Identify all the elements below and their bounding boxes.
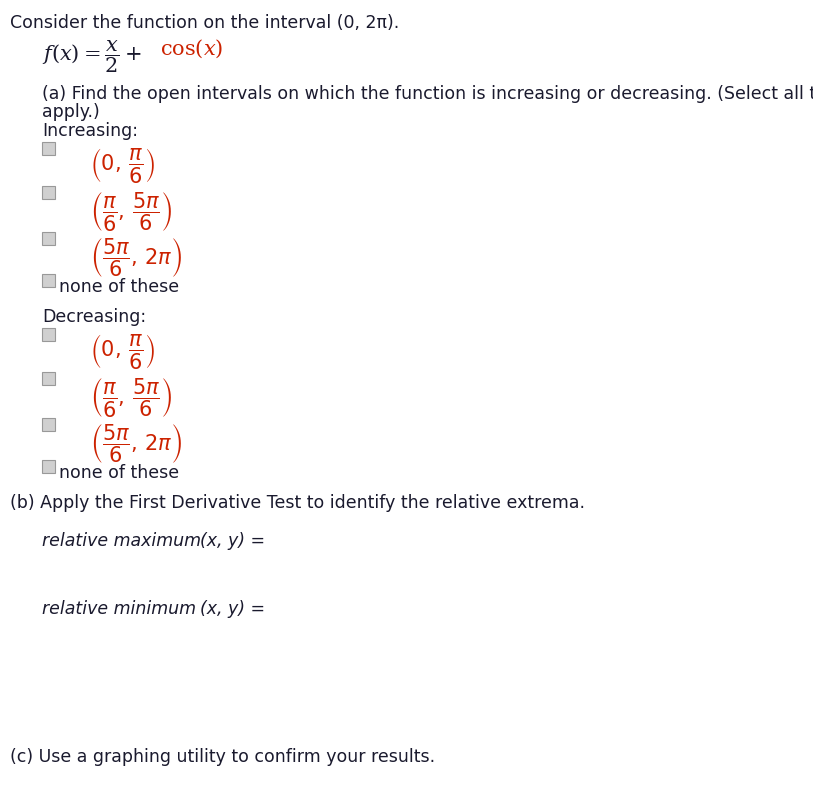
Text: (x, y) =: (x, y) = [200,532,265,550]
FancyBboxPatch shape [42,142,55,155]
Text: Decreasing:: Decreasing: [42,308,146,326]
FancyBboxPatch shape [42,460,55,473]
FancyBboxPatch shape [42,186,55,199]
Text: apply.): apply.) [42,103,100,121]
Text: relative maximum: relative maximum [42,532,201,550]
Text: Increasing:: Increasing: [42,122,138,140]
Text: $\left(0,\, \dfrac{\pi}{6}\right)$: $\left(0,\, \dfrac{\pi}{6}\right)$ [90,146,154,185]
Text: $\left(\dfrac{5\pi}{6},\, 2\pi\right)$: $\left(\dfrac{5\pi}{6},\, 2\pi\right)$ [90,422,182,465]
Text: (x, y) =: (x, y) = [200,600,265,618]
Text: $f(x) = \dfrac{x}{2} + $: $f(x) = \dfrac{x}{2} + $ [42,38,141,75]
Text: none of these: none of these [59,464,179,482]
FancyBboxPatch shape [42,328,55,341]
Text: none of these: none of these [59,278,179,296]
Text: (a) Find the open intervals on which the function is increasing or decreasing. (: (a) Find the open intervals on which the… [42,85,813,103]
Text: $\mathrm{cos}(x)$: $\mathrm{cos}(x)$ [160,38,224,60]
FancyBboxPatch shape [42,232,55,245]
Text: relative minimum: relative minimum [42,600,196,618]
Text: $\left(\dfrac{\pi}{6},\, \dfrac{5\pi}{6}\right)$: $\left(\dfrac{\pi}{6},\, \dfrac{5\pi}{6}… [90,376,172,419]
Text: $\left(\dfrac{5\pi}{6},\, 2\pi\right)$: $\left(\dfrac{5\pi}{6},\, 2\pi\right)$ [90,236,182,279]
Text: $\left(\dfrac{\pi}{6},\, \dfrac{5\pi}{6}\right)$: $\left(\dfrac{\pi}{6},\, \dfrac{5\pi}{6}… [90,190,172,233]
Text: (c) Use a graphing utility to confirm your results.: (c) Use a graphing utility to confirm yo… [10,748,435,766]
FancyBboxPatch shape [42,418,55,431]
Text: (b) Apply the First Derivative Test to identify the relative extrema.: (b) Apply the First Derivative Test to i… [10,494,585,512]
Text: Consider the function on the interval (0, 2π).: Consider the function on the interval (0… [10,14,399,32]
Text: $\left(0,\, \dfrac{\pi}{6}\right)$: $\left(0,\, \dfrac{\pi}{6}\right)$ [90,332,154,371]
FancyBboxPatch shape [42,372,55,385]
FancyBboxPatch shape [42,274,55,287]
